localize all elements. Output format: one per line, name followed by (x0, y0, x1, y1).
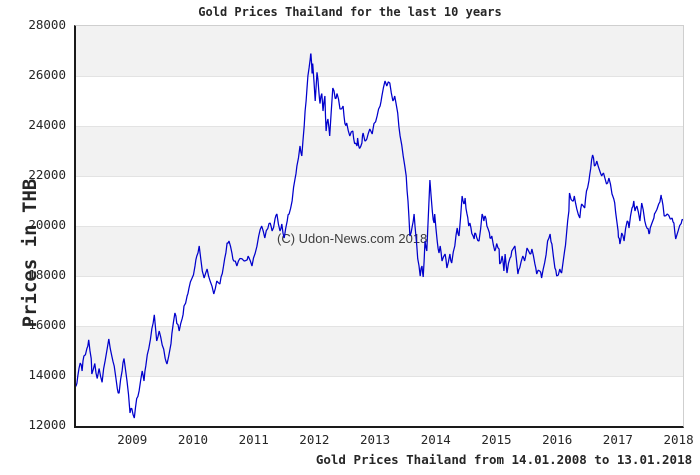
price-line-svg (76, 53, 683, 419)
x-tick-label: 2009 (117, 432, 148, 447)
x-tick-label: 2017 (602, 432, 633, 447)
plot-area: (C) Udon-News.com 2018 (74, 25, 684, 428)
y-tick-label: 28000 (28, 17, 66, 32)
y-tick-label: 26000 (28, 67, 66, 82)
y-axis-title: Prices in THB (19, 178, 41, 328)
y-tick-label: 22000 (28, 167, 66, 182)
x-tick-label: 2018 (663, 432, 694, 447)
chart-title: Gold Prices Thailand for the last 10 yea… (198, 5, 502, 19)
x-tick-label: 2010 (177, 432, 209, 447)
y-tick-label: 14000 (28, 367, 66, 382)
y-tick-label: 18000 (28, 267, 66, 282)
x-tick-label: 2011 (238, 432, 269, 447)
x-tick-label: 2014 (420, 432, 451, 447)
price-line-series (76, 53, 683, 419)
y-tick-label: 16000 (28, 317, 66, 332)
x-tick-label: 2012 (299, 432, 330, 447)
chart-caption: Gold Prices Thailand from 14.01.2008 to … (315, 452, 693, 467)
x-tick-label: 2016 (542, 432, 573, 447)
x-tick-label: 2013 (360, 432, 391, 447)
y-tick-label: 24000 (28, 117, 66, 132)
x-tick-label: 2015 (481, 432, 512, 447)
y-tick-label: 20000 (28, 217, 66, 232)
y-tick-label: 12000 (28, 417, 66, 432)
